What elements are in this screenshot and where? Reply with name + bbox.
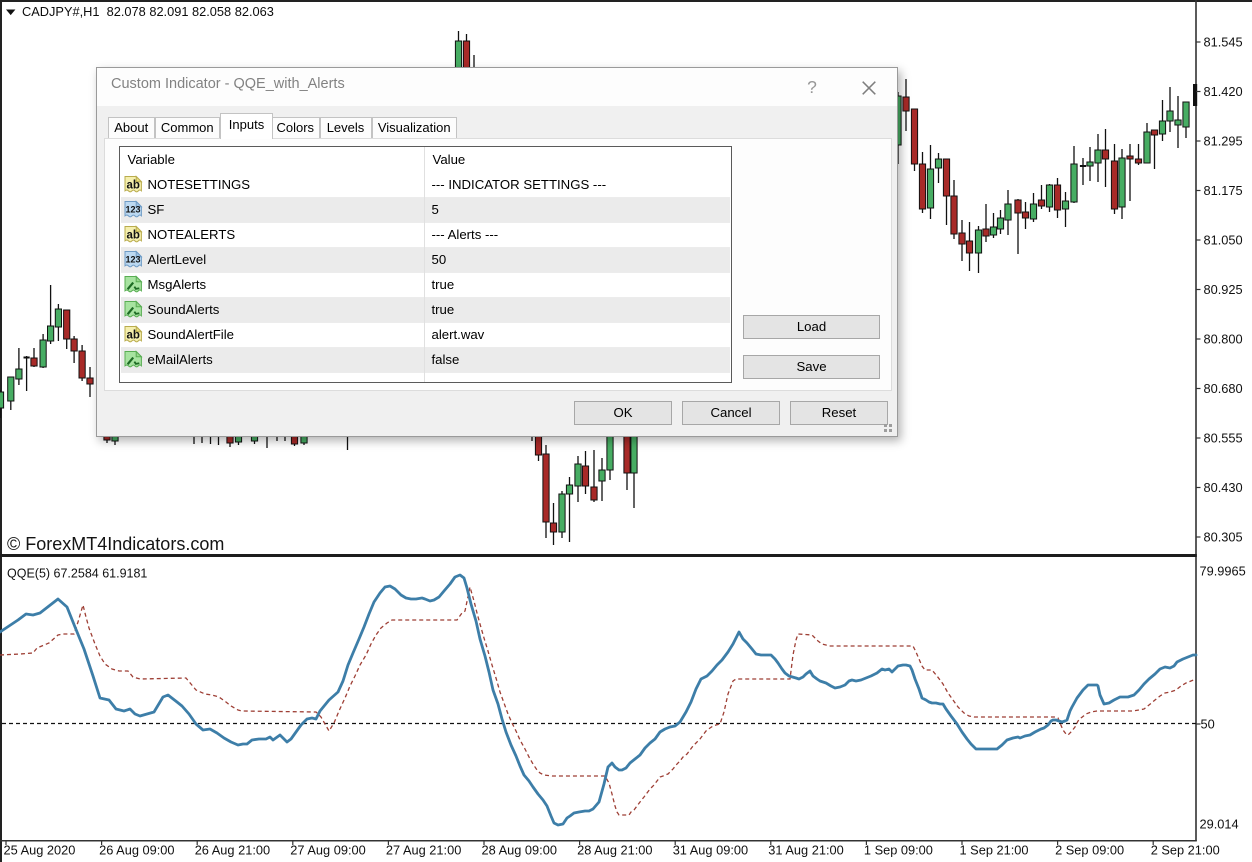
svg-text:1 Sep 09:00: 1 Sep 09:00 — [864, 843, 933, 858]
svg-text:1 Sep 21:00: 1 Sep 21:00 — [960, 843, 1029, 858]
svg-text:81.545: 81.545 — [1204, 35, 1243, 50]
svg-text:81.295: 81.295 — [1204, 134, 1243, 149]
svg-text:CADJPY#,H1 82.078 82.091 82.0: CADJPY#,H1 82.078 82.091 82.058 82.063 — [22, 4, 274, 19]
svg-text:81.050: 81.050 — [1204, 233, 1243, 248]
svg-text:80.430: 80.430 — [1204, 480, 1243, 495]
svg-text:123: 123 — [125, 255, 140, 265]
svg-text:2 Sep 09:00: 2 Sep 09:00 — [1055, 843, 1124, 858]
svg-text:80.555: 80.555 — [1204, 431, 1243, 446]
svg-text:QQE(5) 67.2584 61.9181: QQE(5) 67.2584 61.9181 — [7, 567, 147, 581]
svg-text:80.305: 80.305 — [1204, 530, 1243, 545]
svg-text:2 Sep 21:00: 2 Sep 21:00 — [1151, 843, 1220, 858]
svg-text:ab: ab — [126, 180, 139, 192]
svg-text:27 Aug 09:00: 27 Aug 09:00 — [290, 843, 365, 858]
svg-text:25 Aug 2020: 25 Aug 2020 — [4, 843, 76, 858]
svg-text:26 Aug 09:00: 26 Aug 09:00 — [99, 843, 174, 858]
svg-text:50: 50 — [1201, 717, 1215, 732]
svg-text:80.800: 80.800 — [1204, 332, 1243, 347]
svg-text:28 Aug 21:00: 28 Aug 21:00 — [577, 843, 652, 858]
svg-text:28 Aug 09:00: 28 Aug 09:00 — [482, 843, 557, 858]
svg-text:31 Aug 09:00: 31 Aug 09:00 — [673, 843, 748, 858]
svg-text:79.9965: 79.9965 — [1200, 564, 1246, 579]
svg-text:123: 123 — [125, 205, 140, 215]
svg-text:ab: ab — [126, 230, 139, 242]
svg-text:© ForexMT4Indicators.com: © ForexMT4Indicators.com — [7, 534, 224, 554]
svg-text:ab: ab — [126, 330, 139, 342]
svg-text:29.014: 29.014 — [1200, 817, 1239, 832]
svg-text:81.420: 81.420 — [1204, 84, 1243, 99]
svg-text:31 Aug 21:00: 31 Aug 21:00 — [768, 843, 843, 858]
svg-text:27 Aug 21:00: 27 Aug 21:00 — [386, 843, 461, 858]
svg-text:80.925: 80.925 — [1204, 282, 1243, 297]
svg-text:80.680: 80.680 — [1204, 381, 1243, 396]
svg-text:26 Aug 21:00: 26 Aug 21:00 — [195, 843, 270, 858]
svg-text:81.175: 81.175 — [1204, 183, 1243, 198]
